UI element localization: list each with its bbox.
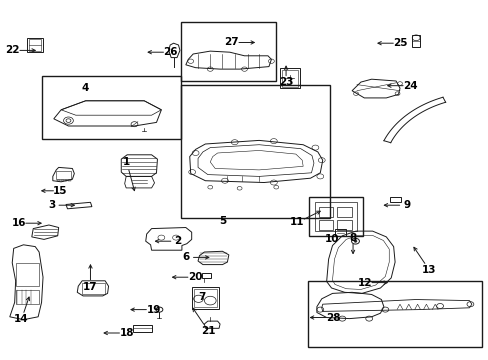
Bar bbox=[16, 290, 39, 304]
Bar bbox=[61, 180, 63, 181]
Bar bbox=[308, 197, 362, 236]
Text: 4: 4 bbox=[81, 83, 89, 93]
Circle shape bbox=[353, 240, 356, 242]
Bar bbox=[57, 180, 60, 181]
Text: 27: 27 bbox=[224, 37, 239, 48]
Bar bbox=[318, 220, 333, 230]
Text: 20: 20 bbox=[187, 272, 202, 282]
Text: 6: 6 bbox=[183, 252, 189, 262]
Text: 25: 25 bbox=[392, 38, 407, 48]
Bar bbox=[68, 180, 71, 181]
Bar bbox=[193, 289, 216, 307]
Text: 19: 19 bbox=[146, 305, 161, 315]
Text: 12: 12 bbox=[357, 278, 371, 288]
Bar bbox=[82, 283, 104, 294]
Bar bbox=[29, 39, 41, 51]
Text: 5: 5 bbox=[219, 216, 225, 226]
Bar bbox=[282, 70, 297, 87]
Bar bbox=[56, 171, 71, 179]
Bar bbox=[315, 202, 356, 231]
Text: 16: 16 bbox=[11, 218, 26, 228]
Bar bbox=[133, 325, 151, 332]
Bar bbox=[16, 263, 39, 286]
Text: 10: 10 bbox=[325, 234, 339, 244]
Bar bbox=[64, 180, 67, 181]
Bar bbox=[202, 273, 210, 278]
Bar bbox=[41, 76, 181, 139]
Text: 14: 14 bbox=[14, 314, 29, 324]
Text: 2: 2 bbox=[174, 236, 181, 246]
Text: 3: 3 bbox=[48, 200, 55, 210]
Bar bbox=[27, 38, 43, 52]
Bar bbox=[389, 197, 401, 202]
Bar bbox=[318, 207, 333, 217]
Text: 15: 15 bbox=[53, 186, 67, 196]
Text: 9: 9 bbox=[403, 200, 409, 210]
Bar bbox=[307, 281, 481, 347]
Text: 28: 28 bbox=[325, 312, 340, 323]
Text: 8: 8 bbox=[349, 233, 356, 243]
Text: 7: 7 bbox=[198, 292, 205, 302]
Text: 26: 26 bbox=[163, 47, 178, 57]
Text: 23: 23 bbox=[278, 77, 293, 87]
Text: 13: 13 bbox=[421, 265, 436, 275]
Text: 1: 1 bbox=[123, 157, 130, 167]
Bar bbox=[191, 287, 218, 309]
Text: 24: 24 bbox=[402, 81, 417, 91]
Text: 11: 11 bbox=[289, 217, 304, 228]
Bar bbox=[280, 68, 299, 88]
Bar bbox=[337, 220, 351, 230]
Bar bbox=[411, 35, 419, 47]
Bar bbox=[334, 229, 345, 236]
Text: 17: 17 bbox=[83, 282, 98, 292]
Text: 18: 18 bbox=[119, 328, 134, 338]
Text: 22: 22 bbox=[5, 45, 20, 55]
Bar bbox=[181, 85, 329, 218]
Text: 21: 21 bbox=[201, 326, 215, 336]
Bar bbox=[181, 22, 276, 81]
Bar bbox=[337, 207, 351, 217]
